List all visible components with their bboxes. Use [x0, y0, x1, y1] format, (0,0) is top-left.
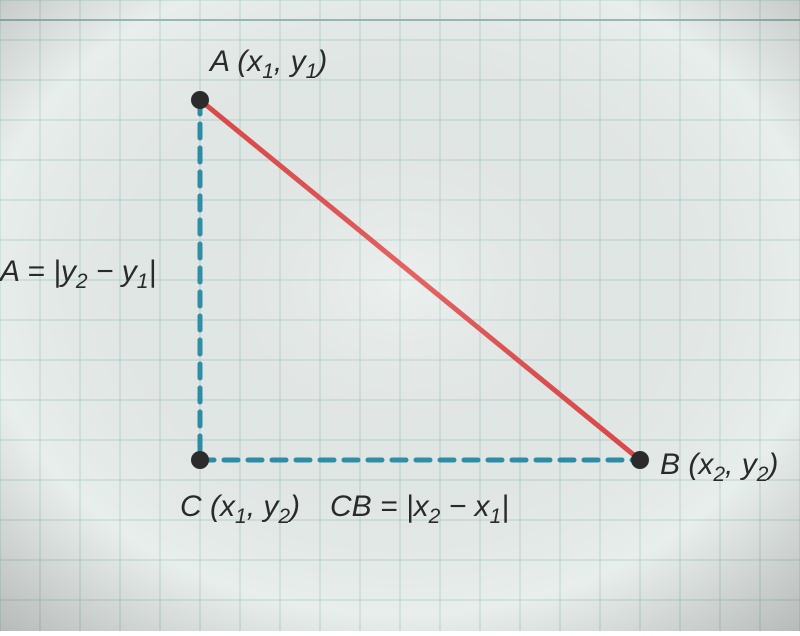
segment-cb-formula-label: CB = |x2 − x1| — [330, 490, 509, 529]
point-a-label: A (x1, y1) — [210, 45, 327, 84]
distance-formula-diagram: A (x1, y1) B (x2, y2) C (x1, y2) A = |y2… — [0, 0, 800, 631]
segment-ca-formula-label: A = |y2 − y1| — [0, 255, 156, 294]
point-c-label: C (x1, y2) — [180, 490, 300, 529]
diagram-svg — [0, 0, 800, 631]
point-b-label: B (x2, y2) — [660, 448, 778, 487]
